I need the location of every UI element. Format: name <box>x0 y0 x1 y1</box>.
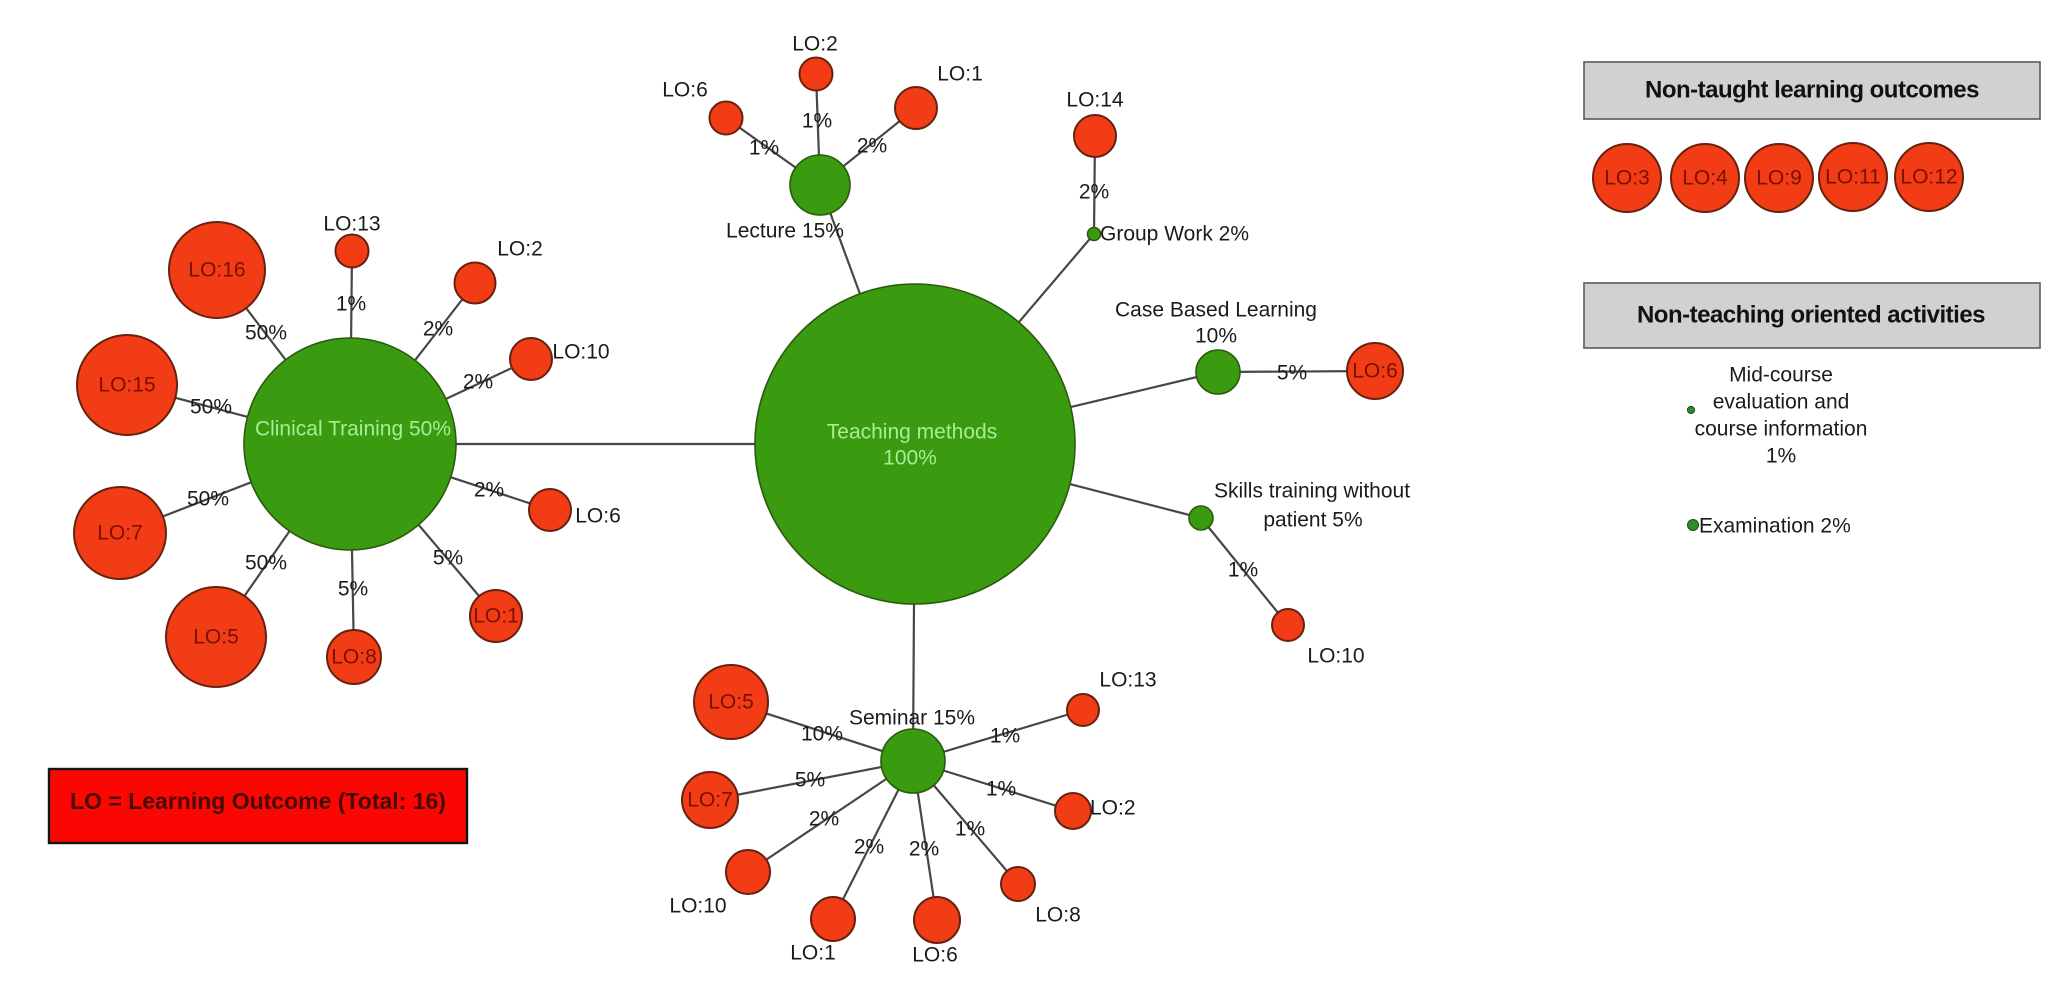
svg-text:50%: 50% <box>190 396 232 419</box>
svg-text:LO:10: LO:10 <box>552 341 609 364</box>
svg-text:5%: 5% <box>795 769 825 792</box>
svg-text:Case Based Learning: Case Based Learning <box>1115 299 1317 322</box>
svg-text:1%: 1% <box>336 293 366 316</box>
svg-text:1%: 1% <box>802 110 832 133</box>
svg-text:Teaching methods: Teaching methods <box>827 421 997 444</box>
svg-text:Skills training without: Skills training without <box>1214 480 1410 503</box>
svg-text:LO:1: LO:1 <box>937 63 983 86</box>
svg-text:LO:6: LO:6 <box>662 79 708 102</box>
svg-text:LO:11: LO:11 <box>1825 166 1881 189</box>
svg-text:1%: 1% <box>749 137 779 160</box>
svg-text:Non-teaching oriented activiti: Non-teaching oriented activities <box>1637 302 1985 329</box>
svg-text:LO:6: LO:6 <box>575 505 621 528</box>
svg-text:Mid-course: Mid-course <box>1729 364 1833 387</box>
svg-text:1%: 1% <box>1766 445 1796 468</box>
svg-text:LO:1: LO:1 <box>790 942 836 965</box>
svg-text:1%: 1% <box>986 778 1016 801</box>
svg-text:Lecture 15%: Lecture 15% <box>726 220 844 243</box>
svg-text:LO:2: LO:2 <box>1090 797 1136 820</box>
svg-text:LO = Learning Outcome (Total:: LO = Learning Outcome (Total: 16) <box>70 788 446 814</box>
svg-text:2%: 2% <box>463 371 493 394</box>
svg-text:LO:3: LO:3 <box>1604 167 1650 190</box>
svg-text:course information: course information <box>1695 418 1868 441</box>
svg-text:2%: 2% <box>909 838 939 861</box>
svg-text:2%: 2% <box>474 479 504 502</box>
svg-text:2%: 2% <box>1079 181 1109 204</box>
svg-text:2%: 2% <box>857 135 887 158</box>
svg-text:10%: 10% <box>801 723 843 746</box>
svg-text:LO:5: LO:5 <box>708 691 754 714</box>
svg-text:2%: 2% <box>809 808 839 831</box>
svg-text:LO:2: LO:2 <box>497 238 543 261</box>
svg-text:LO:4: LO:4 <box>1682 167 1728 190</box>
svg-text:LO:8: LO:8 <box>331 646 377 669</box>
svg-text:LO:9: LO:9 <box>1756 167 1802 190</box>
svg-text:LO:13: LO:13 <box>1099 669 1156 692</box>
svg-text:LO:13: LO:13 <box>323 213 380 236</box>
svg-text:LO:14: LO:14 <box>1066 89 1124 112</box>
svg-text:2%: 2% <box>423 318 453 341</box>
svg-text:1%: 1% <box>955 818 985 841</box>
svg-text:50%: 50% <box>245 322 287 345</box>
svg-text:50%: 50% <box>245 552 287 575</box>
svg-text:LO:10: LO:10 <box>1307 645 1364 668</box>
svg-text:LO:6: LO:6 <box>912 944 958 967</box>
svg-text:5%: 5% <box>433 547 463 570</box>
svg-text:50%: 50% <box>187 488 229 511</box>
svg-text:LO:10: LO:10 <box>669 895 726 918</box>
svg-text:LO:12: LO:12 <box>1900 166 1957 189</box>
svg-text:LO:2: LO:2 <box>792 33 838 56</box>
svg-text:LO:5: LO:5 <box>193 626 239 649</box>
svg-text:LO:8: LO:8 <box>1035 904 1081 927</box>
svg-text:Seminar 15%: Seminar 15% <box>849 707 975 730</box>
svg-text:LO:7: LO:7 <box>97 522 143 545</box>
svg-text:LO:15: LO:15 <box>98 374 155 397</box>
svg-text:patient 5%: patient 5% <box>1263 509 1362 532</box>
svg-text:Group Work 2%: Group Work 2% <box>1100 223 1249 246</box>
svg-text:LO:16: LO:16 <box>188 259 245 282</box>
svg-text:evaluation and: evaluation and <box>1713 391 1850 414</box>
svg-text:1%: 1% <box>1228 559 1258 582</box>
svg-text:10%: 10% <box>1195 325 1237 348</box>
svg-text:5%: 5% <box>1277 362 1307 385</box>
svg-text:LO:1: LO:1 <box>473 605 519 628</box>
svg-text:Non-taught learning outcomes: Non-taught learning outcomes <box>1645 77 1979 104</box>
svg-text:Examination 2%: Examination 2% <box>1699 515 1851 538</box>
svg-text:Clinical Training 50%: Clinical Training 50% <box>255 418 451 441</box>
svg-text:2%: 2% <box>854 836 884 859</box>
svg-text:100%: 100% <box>883 447 937 470</box>
svg-text:LO:7: LO:7 <box>687 789 733 812</box>
svg-text:LO:6: LO:6 <box>1352 360 1398 383</box>
svg-text:5%: 5% <box>338 578 368 601</box>
svg-text:1%: 1% <box>990 725 1020 748</box>
